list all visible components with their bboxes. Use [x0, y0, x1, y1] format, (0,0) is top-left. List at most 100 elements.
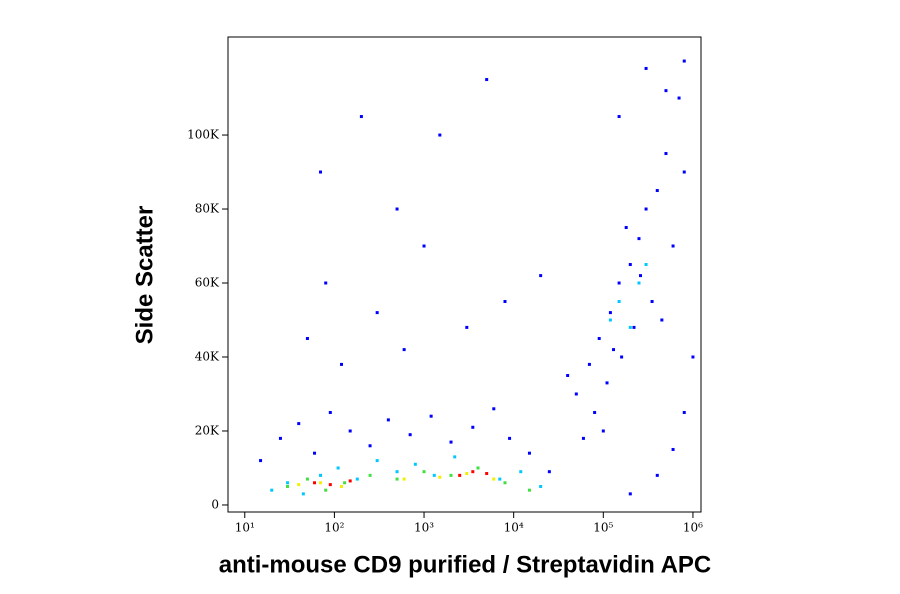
- data-point: [628, 325, 632, 329]
- data-point: [465, 472, 469, 476]
- data-point: [601, 429, 605, 433]
- data-point: [566, 373, 570, 377]
- data-point: [617, 115, 621, 119]
- data-point: [639, 274, 643, 278]
- data-point: [620, 355, 624, 359]
- data-point: [476, 466, 480, 470]
- data-point: [465, 325, 469, 329]
- data-point: [270, 488, 274, 492]
- data-point: [632, 325, 636, 329]
- data-point: [368, 444, 372, 448]
- y-tick-label: 80K: [195, 202, 220, 216]
- data-point: [313, 451, 317, 455]
- data-point: [343, 481, 347, 485]
- data-point: [628, 263, 632, 267]
- data-point: [664, 89, 668, 93]
- data-point: [671, 447, 675, 451]
- data-point: [539, 484, 543, 488]
- data-point: [458, 473, 462, 477]
- data-point: [348, 429, 352, 433]
- data-point: [449, 473, 453, 477]
- data-point: [336, 466, 340, 470]
- data-point: [324, 281, 328, 285]
- data-point: [368, 473, 372, 477]
- x-tick-label: 10¹: [235, 521, 255, 535]
- data-point: [395, 477, 399, 481]
- data-point: [305, 336, 309, 340]
- data-point: [485, 472, 489, 476]
- data-point: [608, 318, 612, 322]
- data-point: [644, 66, 648, 70]
- data-point: [637, 237, 641, 241]
- x-tick-label: 10²: [324, 521, 344, 535]
- data-point: [527, 488, 531, 492]
- data-point: [617, 300, 621, 304]
- data-point: [328, 483, 332, 487]
- data-point: [617, 281, 621, 285]
- data-point: [429, 414, 433, 418]
- data-point: [650, 300, 654, 304]
- data-point: [498, 477, 502, 481]
- data-point: [297, 483, 301, 487]
- data-point: [402, 348, 406, 352]
- data-point: [492, 407, 496, 411]
- data-point: [348, 479, 352, 483]
- data-point: [286, 481, 290, 485]
- data-point: [587, 362, 591, 366]
- data-point: [547, 470, 551, 474]
- data-point: [340, 362, 344, 366]
- data-point: [664, 152, 668, 156]
- data-point: [422, 470, 426, 474]
- data-point: [324, 488, 328, 492]
- data-point: [508, 436, 512, 440]
- data-point: [438, 133, 442, 137]
- data-point: [608, 311, 612, 315]
- data-point: [402, 477, 406, 481]
- data-point: [644, 207, 648, 211]
- data-point: [340, 484, 344, 488]
- data-point: [503, 300, 507, 304]
- data-point: [301, 492, 305, 496]
- data-point: [305, 477, 309, 481]
- data-point: [519, 470, 523, 474]
- y-axis-title: Side Scatter: [131, 206, 158, 345]
- data-point: [319, 481, 323, 485]
- data-point: [682, 410, 686, 414]
- data-point: [328, 410, 332, 414]
- data-point: [628, 492, 632, 496]
- data-point: [432, 473, 436, 477]
- data-point: [453, 455, 457, 459]
- data-point: [449, 440, 453, 444]
- data-point: [422, 244, 426, 248]
- data-point: [682, 59, 686, 63]
- data-point: [259, 459, 263, 463]
- data-point: [503, 481, 507, 485]
- data-point: [386, 418, 390, 422]
- data-point: [492, 477, 496, 481]
- data-point: [593, 410, 597, 414]
- plot-frame: [227, 36, 702, 513]
- data-point: [413, 462, 417, 466]
- x-tick-label: 10⁵: [593, 521, 613, 535]
- data-point: [671, 244, 675, 248]
- x-axis-title: anti-mouse CD9 purified / Streptavidin A…: [219, 551, 712, 578]
- data-point: [375, 459, 379, 463]
- data-point: [395, 207, 399, 211]
- x-tick-label: 10³: [414, 521, 434, 535]
- data-point: [286, 484, 290, 488]
- data-point: [297, 422, 301, 426]
- data-point: [682, 170, 686, 174]
- data-point: [471, 425, 475, 429]
- data-point: [485, 78, 489, 82]
- y-tick-label: 100K: [187, 128, 220, 142]
- y-tick-label: 40K: [195, 349, 220, 363]
- data-point: [637, 281, 641, 285]
- data-point: [644, 263, 648, 267]
- data-point: [677, 96, 681, 100]
- data-point: [319, 170, 323, 174]
- data-point: [605, 381, 609, 385]
- data-point: [691, 355, 695, 359]
- x-tick-label: 10⁶: [683, 521, 703, 535]
